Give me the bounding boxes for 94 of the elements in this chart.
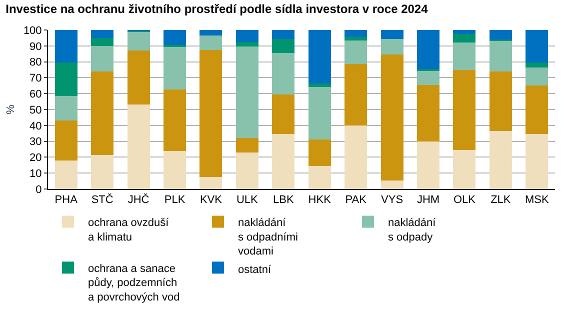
- bar: [272, 38, 295, 54]
- y-tick-label: 70: [30, 72, 42, 85]
- x-tick-label: PAK: [345, 194, 368, 206]
- y-tick-label: 80: [30, 56, 42, 69]
- bar: [272, 134, 295, 189]
- x-tick-label: HKK: [308, 194, 332, 206]
- bar: [91, 154, 114, 189]
- bar: [526, 62, 548, 68]
- bar: [526, 30, 548, 63]
- bar: [344, 64, 368, 126]
- x-tick-label: KVK: [200, 194, 223, 206]
- y-tick-label: 20: [30, 152, 42, 164]
- x-tick-label: LBK: [272, 194, 294, 206]
- bar: [54, 30, 78, 63]
- bar: [164, 90, 186, 151]
- bar: [417, 30, 440, 69]
- y-tick-label: 40: [30, 120, 42, 132]
- bar: [200, 177, 222, 189]
- bar: [272, 53, 295, 94]
- bar: [308, 30, 331, 84]
- legend-label: ochrana a sanace půdy, podzemních a povrchových vod: [88, 262, 180, 304]
- bar: [236, 30, 258, 42]
- bar: [308, 140, 331, 166]
- x-tick-label: PHA: [54, 194, 78, 206]
- bar: [489, 71, 512, 131]
- bar: [526, 86, 548, 134]
- bar: [489, 130, 512, 189]
- bar: [54, 96, 78, 121]
- bar: [526, 67, 548, 86]
- legend-label: ochrana ovzduší a klimatu: [88, 217, 170, 244]
- bar: [380, 38, 404, 55]
- bar: [236, 138, 258, 152]
- bar: [164, 150, 186, 189]
- x-tick-label: ZLK: [490, 194, 512, 206]
- bar: [417, 84, 440, 142]
- y-tick-label: 10: [30, 168, 42, 180]
- chart-title: Investice na ochranu životního prostředí podle sídla investora v roce 2024: [6, 2, 428, 16]
- bar: [453, 34, 476, 43]
- bar: [417, 141, 440, 189]
- bar: [417, 70, 440, 85]
- bar: [127, 50, 150, 105]
- bar: [200, 30, 222, 36]
- legend-label: nakládání s odpadními vodami: [238, 217, 298, 258]
- bar: [54, 62, 78, 96]
- bar: [91, 30, 114, 38]
- x-tick-label: MSK: [524, 194, 550, 206]
- x-tick-label: ULK: [236, 194, 259, 206]
- bar: [272, 30, 295, 39]
- y-tick-label: 100: [23, 24, 42, 37]
- bar: [453, 30, 476, 34]
- bar: [164, 46, 186, 90]
- y-tick-label: 60: [30, 88, 42, 100]
- bar: [526, 134, 548, 189]
- bar: [200, 50, 222, 178]
- y-tick-label: 0: [36, 184, 42, 196]
- bar: [164, 30, 186, 46]
- bar: [308, 166, 331, 189]
- x-tick-label: STČ: [91, 193, 114, 206]
- bar: [236, 46, 258, 138]
- legend-label: ostatní: [238, 264, 272, 276]
- bar: [344, 40, 368, 64]
- bar: [54, 160, 78, 189]
- bar: [308, 87, 331, 140]
- bar: [489, 40, 512, 72]
- bar: [380, 30, 404, 39]
- bar: [344, 30, 368, 38]
- bar: [91, 46, 114, 72]
- legend-label: nakládání s odpady: [388, 217, 437, 244]
- bar: [344, 37, 368, 40]
- x-tick-label: VYS: [381, 194, 404, 206]
- bar: [127, 32, 150, 51]
- x-tick-label: JHČ: [128, 193, 150, 206]
- y-axis-title: %: [5, 104, 18, 114]
- bar: [54, 120, 78, 160]
- bar: [127, 104, 150, 189]
- bar: [380, 180, 404, 189]
- y-tick-label: 50: [30, 104, 42, 116]
- bar: [91, 71, 114, 155]
- bar: [91, 38, 114, 46]
- bar: [380, 54, 404, 180]
- y-tick-label: 30: [30, 136, 42, 148]
- bar: [489, 30, 512, 40]
- x-tick-label: OLK: [453, 194, 476, 206]
- bar: [272, 94, 295, 134]
- y-tick-label: 90: [30, 40, 42, 53]
- bar: [236, 152, 258, 189]
- bar: [200, 36, 222, 50]
- x-tick-label: JHM: [416, 194, 440, 206]
- bar: [453, 70, 476, 150]
- bar: [453, 42, 476, 70]
- bar: [344, 125, 368, 189]
- bar: [236, 42, 258, 47]
- x-tick-label: PLK: [164, 194, 186, 206]
- bar: [453, 150, 476, 189]
